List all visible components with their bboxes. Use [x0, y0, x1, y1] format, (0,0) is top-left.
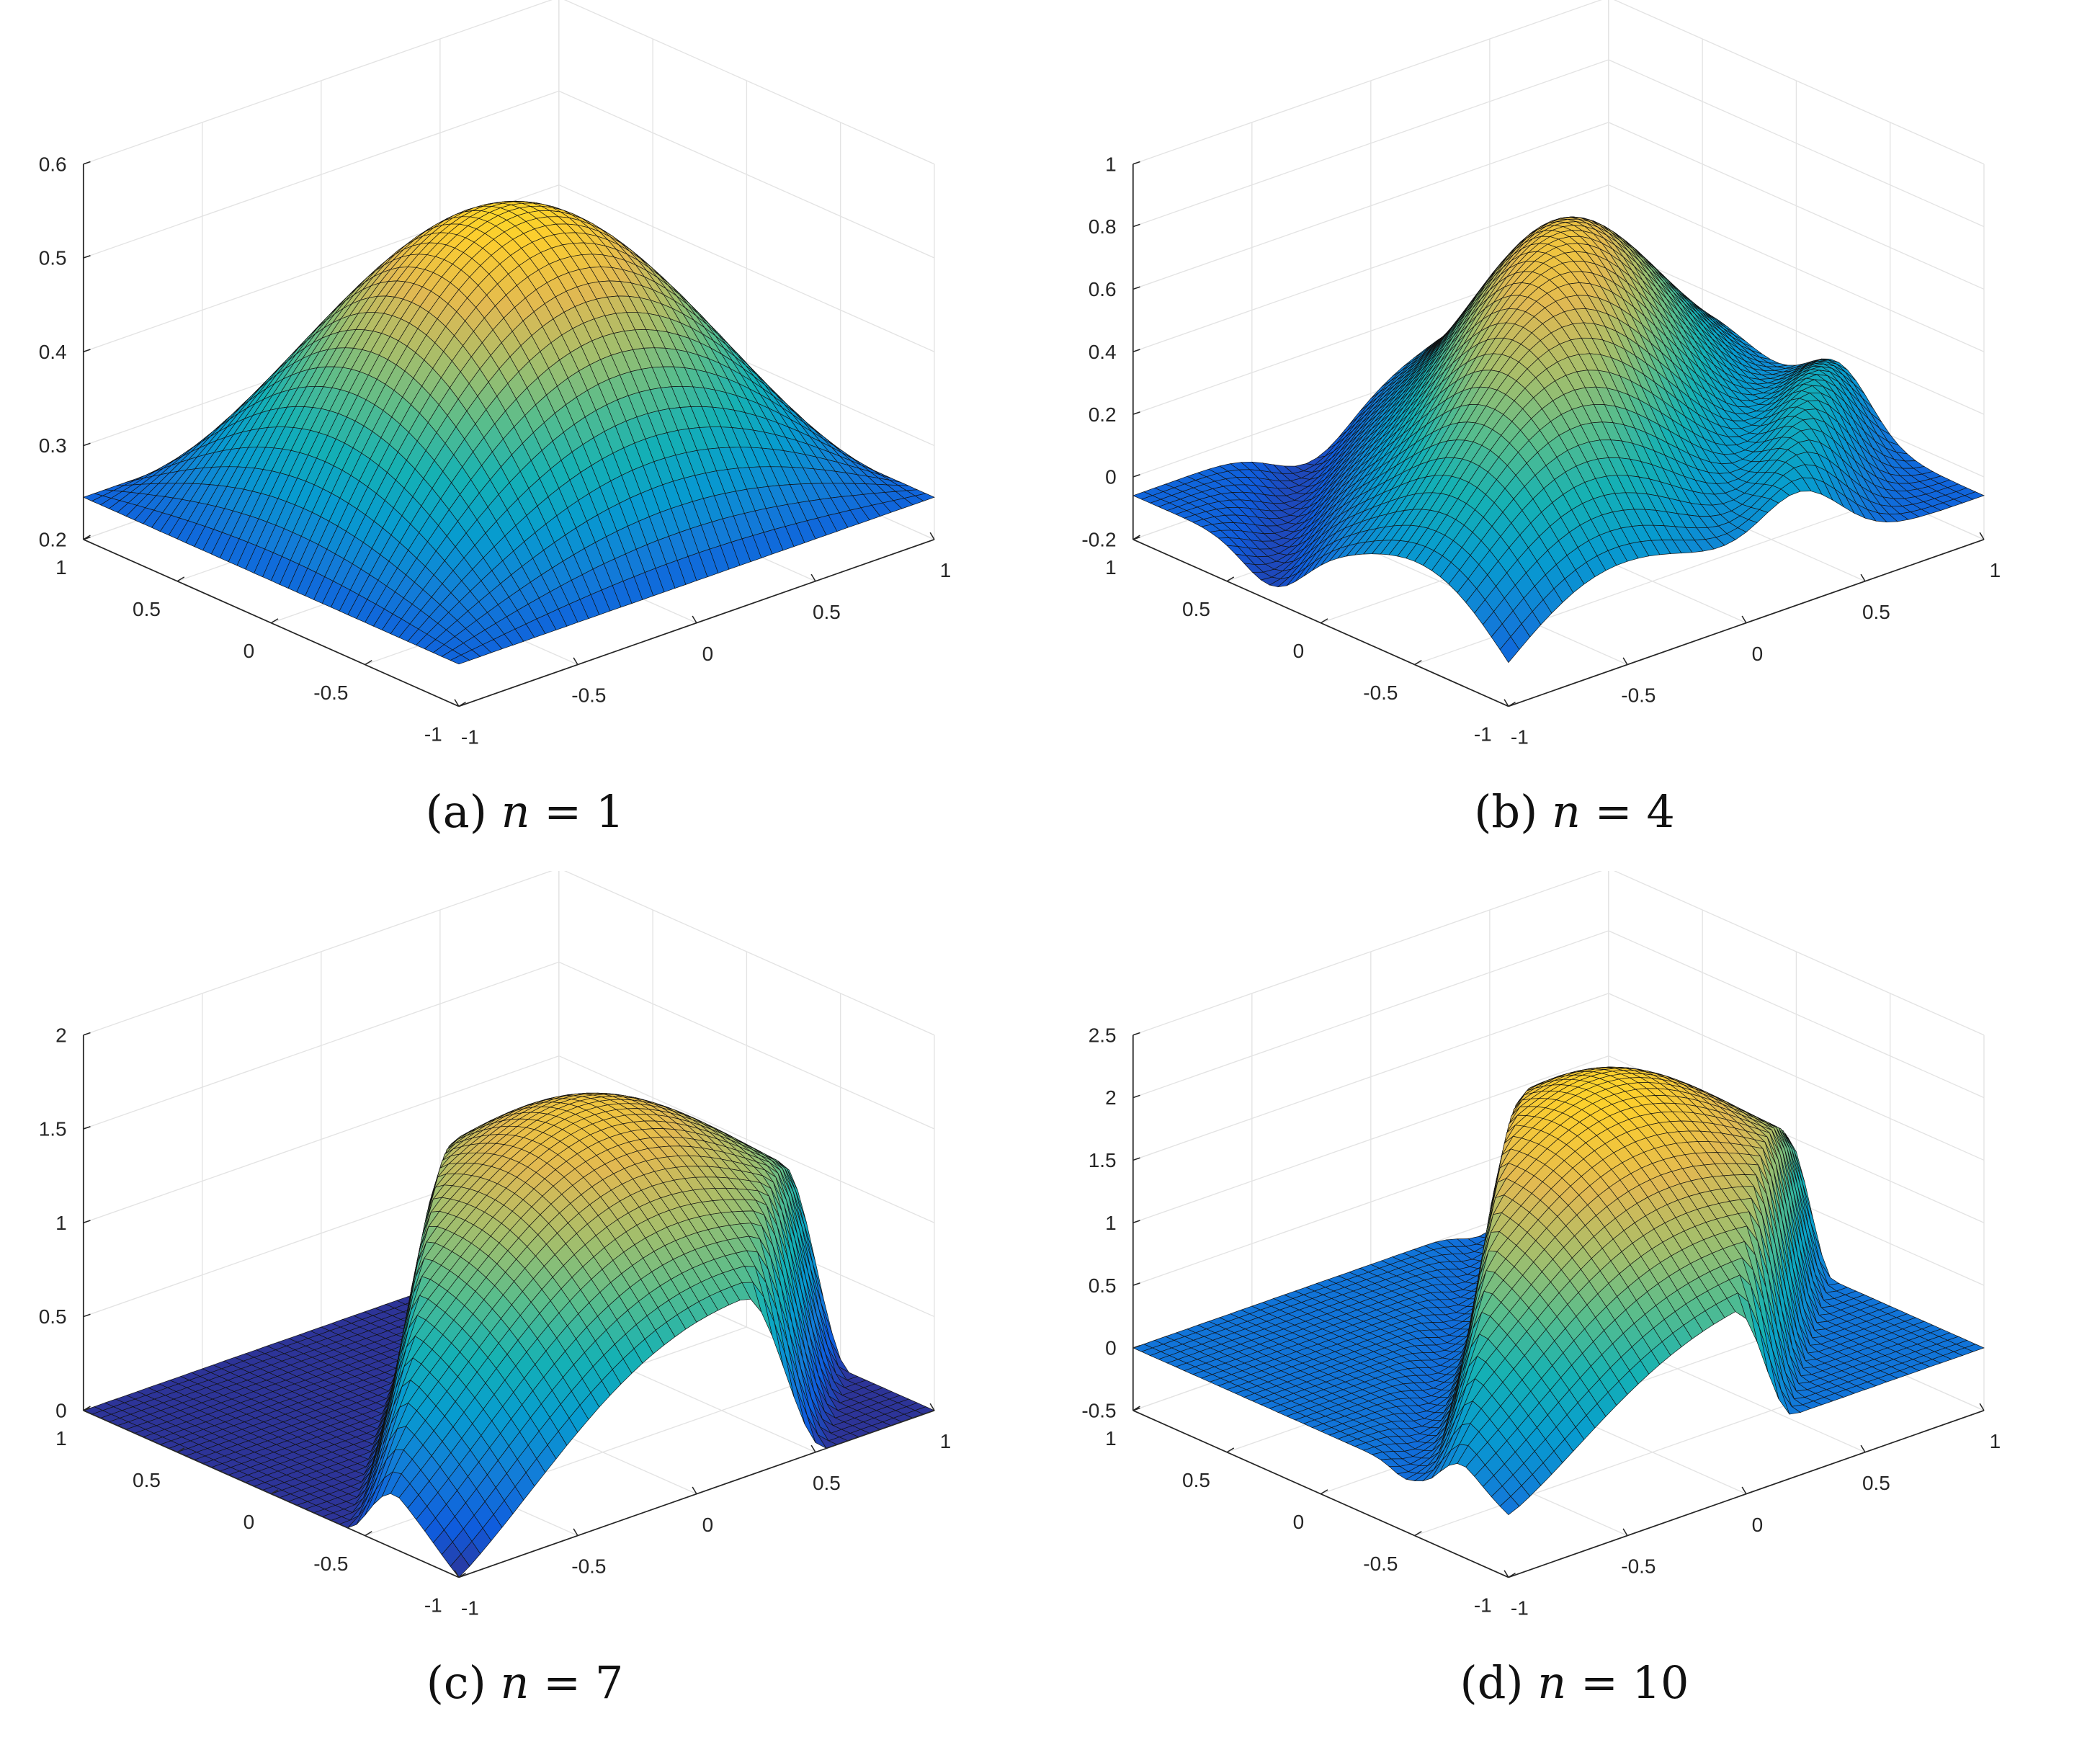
y-tick-label: -1 — [1474, 723, 1492, 746]
y-tick-mark — [365, 660, 372, 666]
y-tick-mark — [1320, 618, 1328, 624]
plot-group-c: 00.511.52-1-0.500.51-1-0.500.51 — [39, 871, 951, 1620]
y-tick-label: 0 — [243, 640, 255, 662]
y-tick-mark — [1226, 576, 1235, 582]
y-tick-mark — [270, 618, 279, 624]
y-tick-label: 0.5 — [1182, 598, 1210, 620]
x-tick-label: 1 — [940, 559, 952, 581]
z-tick-mark — [1132, 473, 1140, 478]
y-tick-mark — [458, 701, 466, 707]
z-tick-label: 1 — [1105, 153, 1117, 175]
wall-gridline-z-3 — [1132, 184, 1985, 352]
surface-a — [82, 200, 935, 665]
x-tick-label: 0 — [702, 643, 714, 665]
surface-patch — [1499, 636, 1520, 664]
z-tick-label: 0.5 — [39, 247, 67, 269]
y-axis-line-b — [1132, 539, 1509, 707]
z-tick-mark — [83, 442, 91, 447]
surface-b — [1132, 216, 1985, 664]
caption-a-value: = 1 — [530, 785, 625, 838]
z-tick-label: 0.3 — [39, 434, 67, 457]
x-tick-label: -1 — [461, 726, 479, 749]
z-tick-label: 0.2 — [1089, 403, 1117, 426]
x-tick-mark — [1979, 532, 1985, 540]
surface-plot-c: 00.511.52-1-0.500.51-1-0.500.51 — [39, 871, 951, 1620]
caption-a: (a) n = 1 — [0, 785, 1050, 838]
y-tick-mark — [83, 535, 91, 540]
z-tick-label: 0.4 — [1089, 341, 1117, 363]
surface-plot-b: -0.2 0 0.2 0.4 0.6 0.8 1 -1 -0.5 0 0.5 1 -1 -0.5 0 0.5 1 — [1081, 0, 2001, 749]
x-tick-label: 0.5 — [1862, 601, 1890, 623]
y-tick-label: 1 — [55, 556, 67, 579]
y-tick-label: -0.5 — [313, 682, 348, 704]
z-tick-mark — [1132, 411, 1140, 415]
caption-a-label: (a) — [425, 785, 487, 838]
wall-gridline-z-4 — [1132, 122, 1985, 290]
x-tick-mark — [1622, 657, 1628, 665]
surface-plot-a: 0.2 0.3 0.4 0.5 0.6 -1 -0.5 0 0.5 1 -1 -0.5 0 0.5 1 — [39, 0, 951, 749]
z-tick-mark — [83, 255, 91, 259]
wall-gridline-z-2 — [83, 184, 935, 352]
x-tick-label: -0.5 — [1621, 684, 1656, 707]
x-tick-label: 1 — [1990, 559, 2001, 581]
y-tick-label: -1 — [424, 723, 442, 746]
x-tick-mark — [1860, 573, 1866, 582]
y-tick-mark — [177, 576, 185, 582]
y-tick-mark — [1132, 535, 1140, 540]
caption-b-value: = 4 — [1580, 785, 1675, 838]
y-tick-label: 1 — [1105, 556, 1117, 579]
wall-gridline-z-2 — [83, 1055, 935, 1223]
z-tick-label: 0.4 — [39, 341, 67, 363]
x-tick-mark — [1741, 615, 1747, 624]
x-tick-label: 0.5 — [813, 601, 841, 623]
wall-gridline-z-5 — [1132, 59, 1985, 228]
plot-group-b: -0.2 0 0.2 0.4 0.6 0.8 1 -1 -0.5 0 0.5 1 -1 -0.5 0 0.5 1 — [1081, 0, 2001, 749]
z-tick-mark — [83, 349, 91, 353]
x-tick-mark — [573, 657, 578, 665]
z-tick-label: 0.6 — [39, 153, 67, 175]
x-tick-mark — [929, 532, 935, 540]
x-tick-label: 0 — [1752, 643, 1764, 665]
caption-b: (b) n = 4 — [1050, 785, 2099, 838]
z-tick-mark — [1132, 223, 1140, 228]
z-tick-label: 0.2 — [39, 528, 67, 550]
wall-gridline-z-3 — [83, 90, 935, 259]
wall-gridline-z-4 — [83, 871, 935, 1036]
z-tick-mark — [1132, 286, 1140, 290]
y-tick-label: 0.5 — [133, 598, 161, 620]
x-tick-mark — [454, 699, 460, 707]
z-tick-label: 0.8 — [1089, 215, 1117, 238]
wall-gridline-z-3 — [83, 961, 935, 1130]
x-tick-mark — [1503, 699, 1509, 707]
surface-patch — [450, 654, 470, 665]
panel-c: 0 0.5 1 1.5 2 -1 -0.5 0 0.5 1 -1 -0.5 0 0.5 1 (c) n = … — [0, 871, 1050, 1742]
y-tick-label: -0.5 — [1363, 682, 1398, 704]
z-tick-mark — [1132, 161, 1140, 165]
x-tick-label: -1 — [1511, 726, 1529, 749]
z-tick-mark — [1132, 349, 1140, 353]
caption-b-var: n — [1552, 785, 1581, 838]
z-tick-mark — [83, 161, 91, 165]
panel-b: -0.2 0 0.2 0.4 0.6 0.8 1 -1 -0.5 0 0.5 1 -1 -0.5 0 0.5 1… — [1050, 0, 2099, 871]
wall-gridline-z-4 — [83, 0, 935, 165]
z-tick-label: 0 — [1105, 466, 1117, 488]
panel-a: 0.2 0.3 0.4 0.5 0.6 -1 -0.5 0 0.5 1 -1 -0.5 0 0.5 1 (a… — [0, 0, 1050, 871]
plot-group-a: 0.2 0.3 0.4 0.5 0.6 -1 -0.5 0 0.5 1 -1 -0.5 0 0.5 1 — [39, 0, 951, 749]
y-tick-mark — [1414, 660, 1422, 666]
wall-gridline-z-6 — [1132, 0, 1985, 165]
x-tick-mark — [692, 615, 697, 624]
y-tick-label: 0 — [1293, 640, 1305, 662]
z-tick-label: -0.2 — [1081, 528, 1116, 550]
caption-b-label: (b) — [1474, 785, 1538, 838]
z-tick-label: 0.6 — [1089, 278, 1117, 300]
y-tick-mark — [1508, 701, 1516, 707]
surface-c — [82, 1092, 935, 1578]
x-tick-label: -0.5 — [571, 684, 606, 707]
x-tick-mark — [810, 573, 816, 582]
caption-a-var: n — [501, 785, 530, 838]
